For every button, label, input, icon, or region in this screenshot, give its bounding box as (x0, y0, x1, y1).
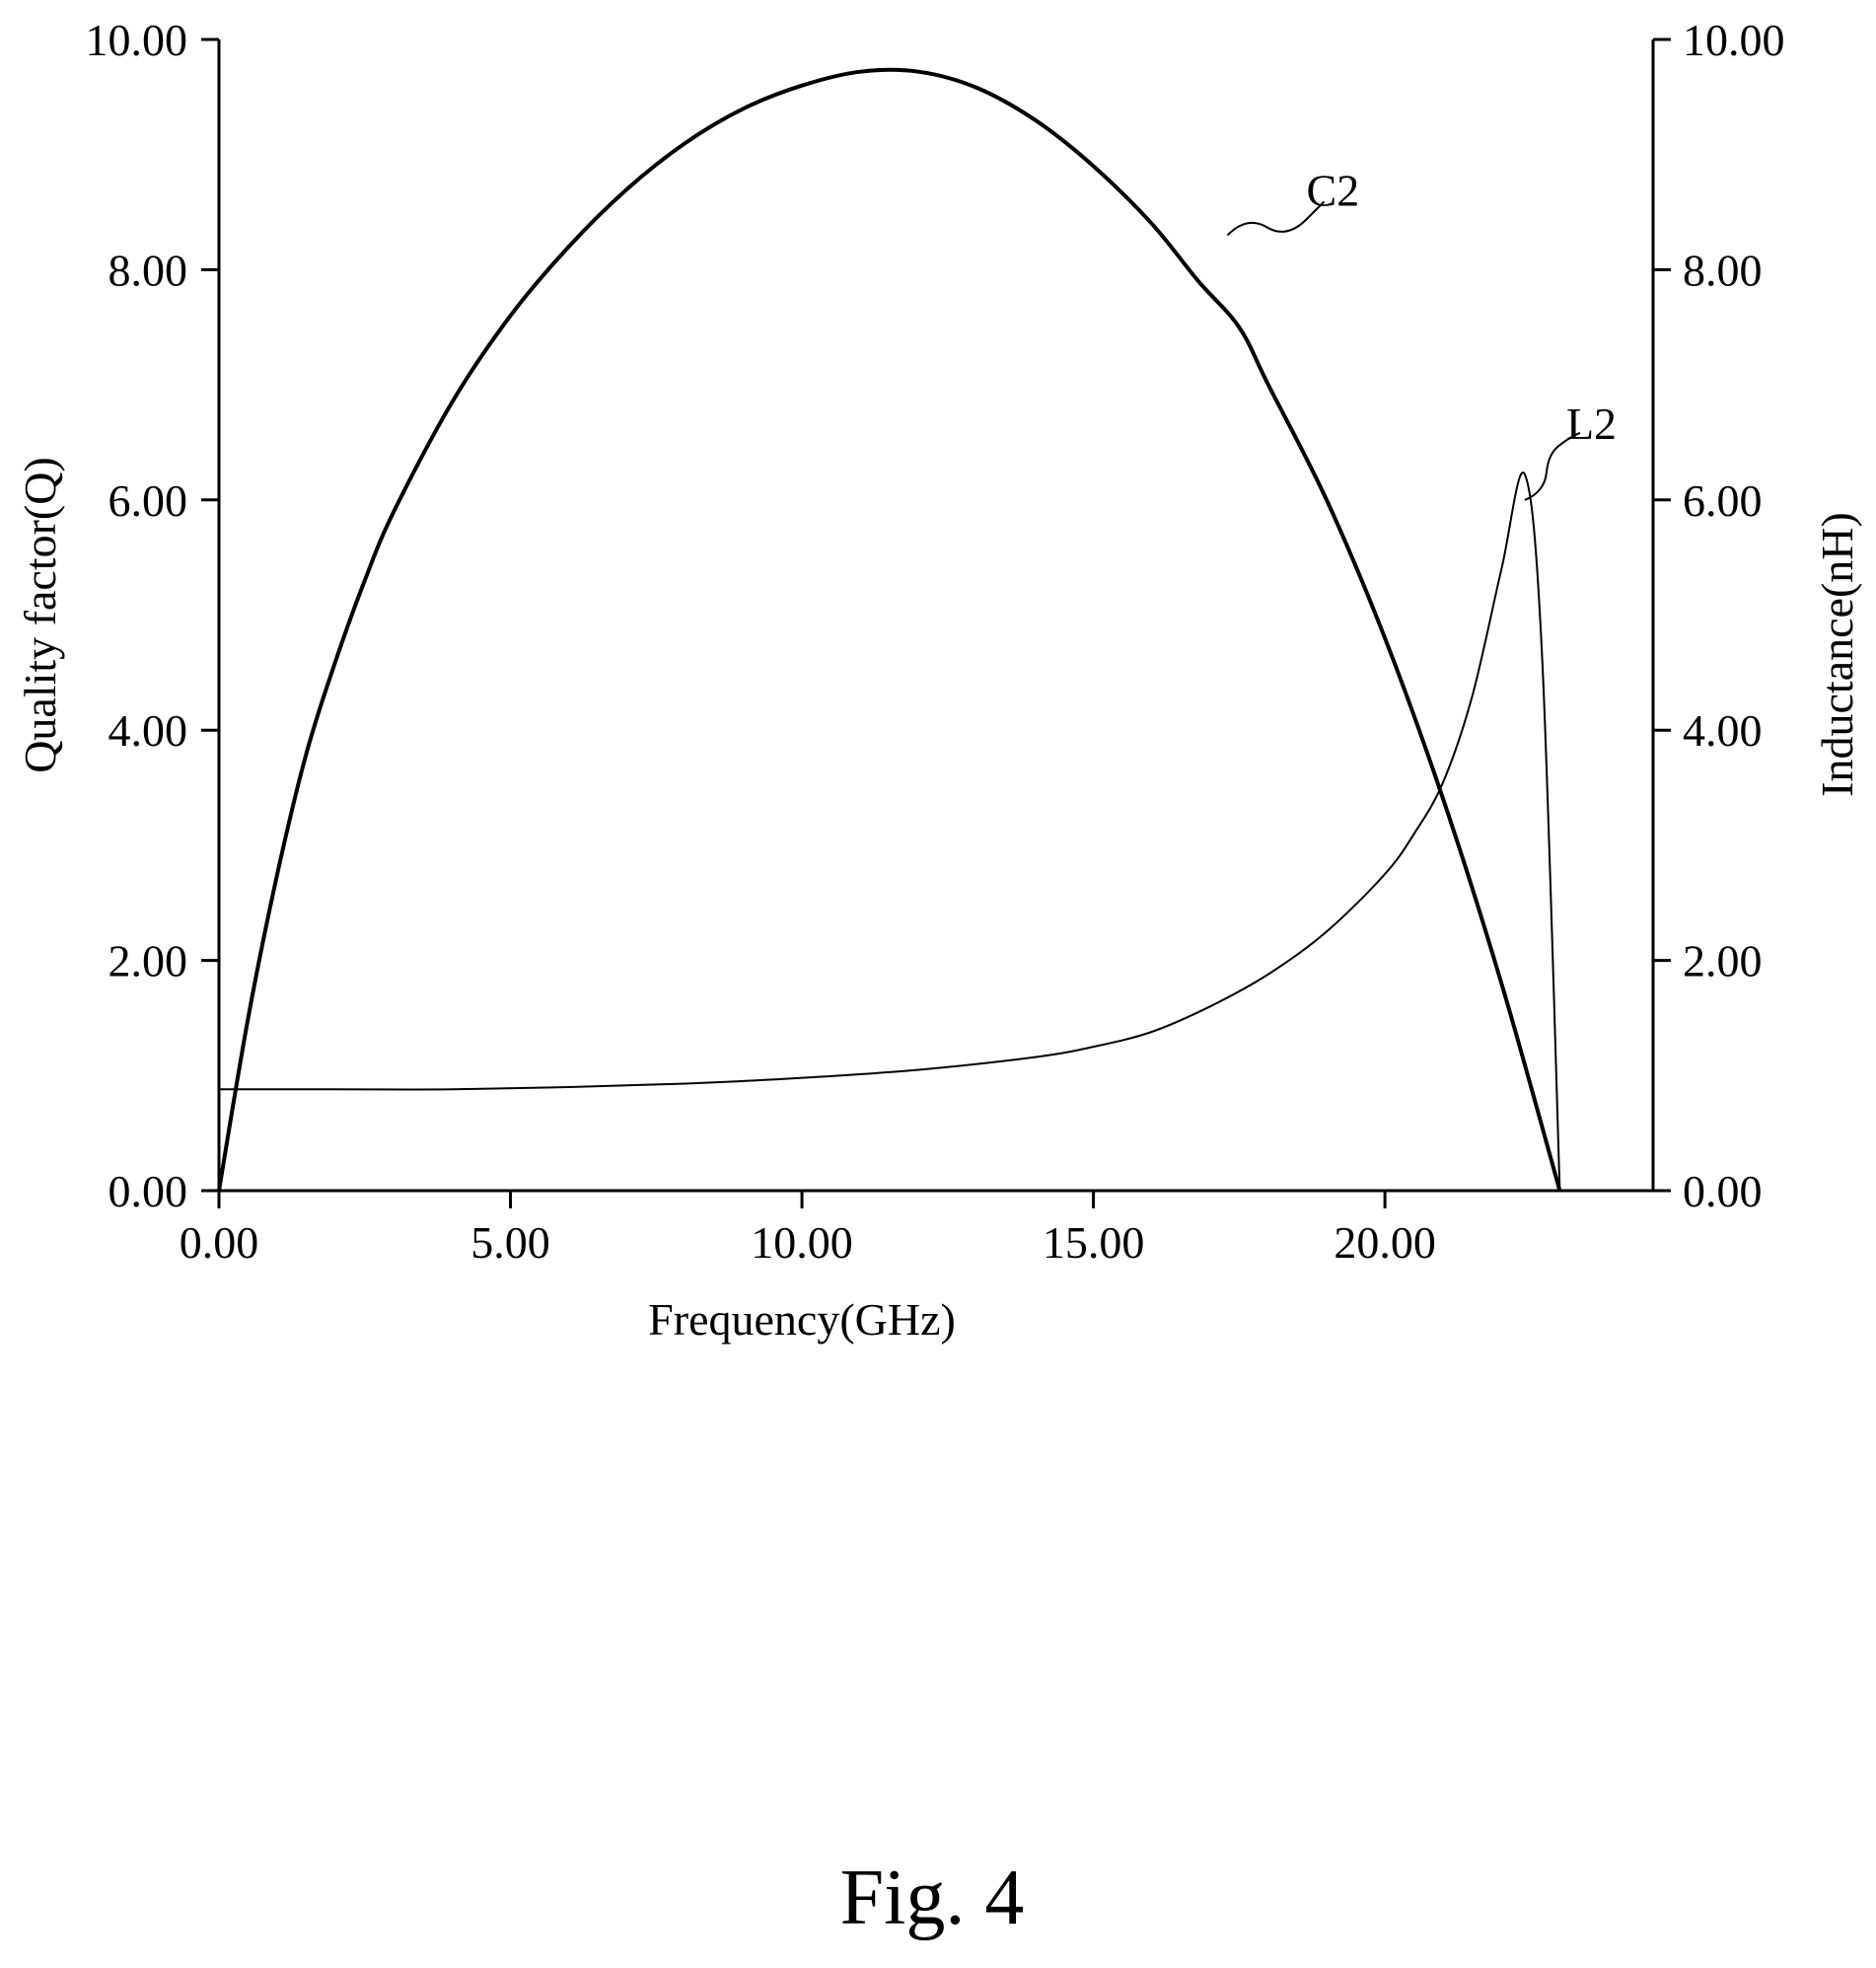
right-y-tick-label: 8.00 (1683, 245, 1763, 295)
right-y-tick-label: 0.00 (1683, 1166, 1763, 1216)
right-y-axis-title: Inductance(nH) (1812, 512, 1862, 797)
figure-caption: Fig. 4 (840, 1855, 1025, 1941)
series-annotations: C2 L2 (1226, 165, 1617, 501)
axes (217, 39, 1655, 1193)
x-tick-label: 10.00 (751, 1217, 853, 1268)
series-line-c2 (217, 67, 1562, 1192)
left-y-axis-title: Quality factor(Q) (15, 457, 65, 773)
x-tick-label: 20.00 (1334, 1217, 1436, 1268)
series-line-l2 (218, 472, 1561, 1192)
left-y-tick-label: 8.00 (108, 245, 188, 295)
left-y-tick-label: 2.00 (108, 936, 188, 986)
right-y-tick-label: 10.00 (1683, 15, 1785, 65)
left-y-tick-label: 4.00 (108, 705, 188, 756)
series-lines (217, 67, 1562, 1192)
left-y-tick-label: 0.00 (108, 1166, 188, 1216)
annotation-leader (1524, 431, 1581, 501)
left-y-tick-label: 10.00 (86, 15, 188, 65)
x-tick-label: 15.00 (1043, 1217, 1145, 1268)
right-y-tick-label: 4.00 (1683, 705, 1763, 756)
series-label-c2: C2 (1307, 165, 1360, 215)
left-y-tick-label: 6.00 (108, 475, 188, 526)
ticks: 0.00 5.00 10.00 15.00 20.00 0.00 2.00 4.00 6.00 8… (86, 15, 1785, 1268)
x-axis-title: Frequency(GHz) (648, 1294, 956, 1345)
right-y-tick-label: 2.00 (1683, 936, 1763, 986)
x-tick-label: 0.00 (180, 1217, 259, 1268)
right-y-tick-label: 6.00 (1683, 475, 1763, 526)
annotation-leader (1226, 200, 1326, 237)
series-label-l2: L2 (1566, 399, 1617, 449)
x-tick-label: 5.00 (470, 1217, 550, 1268)
